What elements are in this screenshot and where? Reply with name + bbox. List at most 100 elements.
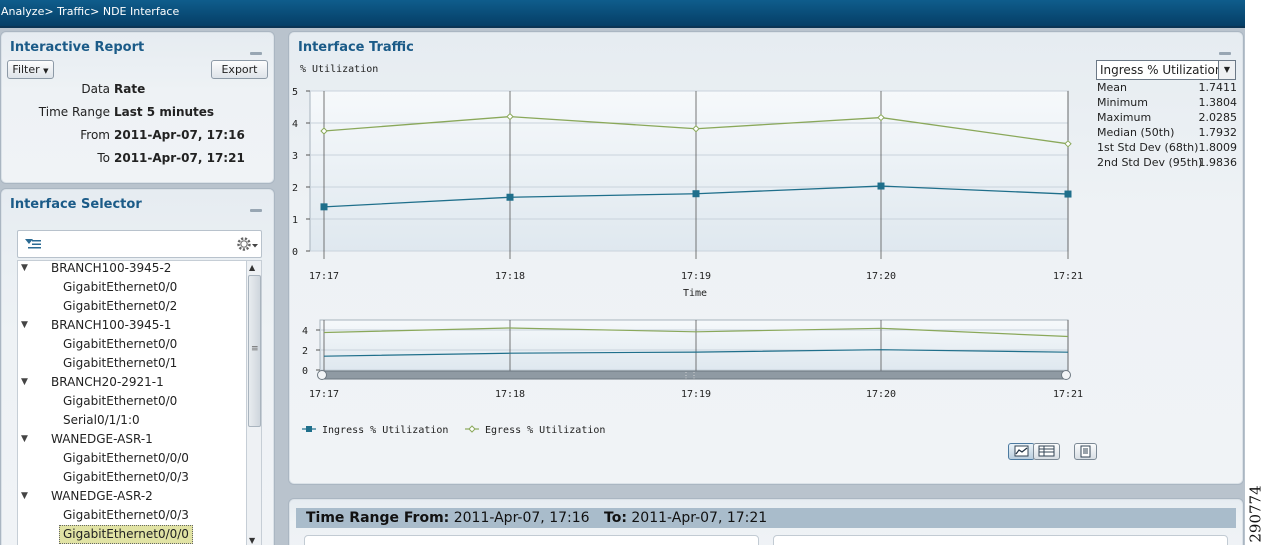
stat-label: Median (50th)	[1097, 126, 1175, 139]
stats-series-select[interactable]: Ingress % Utilization ▼	[1096, 60, 1236, 80]
traffic-title: Interface Traffic	[298, 40, 414, 55]
report-value: 2011-Apr-07, 17:21	[114, 151, 245, 165]
tree-node-label: GigabitEthernet0/0/3	[63, 508, 189, 522]
top-bar: Analyze> Traffic> NDE Interface	[0, 0, 1245, 28]
tree-interface-node[interactable]: GigabitEthernet0/0/3	[18, 468, 247, 487]
expand-arrow-icon[interactable]: ▼	[21, 320, 28, 330]
y-tick-label: 3	[292, 151, 298, 162]
tree-device-node[interactable]: ▼ WANEDGE-ASR-1	[18, 430, 247, 449]
tree-node-label: BRANCH100-3945-2	[51, 261, 172, 275]
tree-interface-node[interactable]: GigabitEthernet0/1	[18, 354, 247, 373]
gear-icon[interactable]	[235, 235, 259, 253]
tree-interface-node[interactable]: Serial0/1/1:0	[18, 411, 247, 430]
y-axis-label: % Utilization	[300, 64, 378, 75]
traffic-chart: % Utilization 0 1 2 3 4 5 17:17 17:18 17:19 17:2…	[292, 64, 1083, 436]
series-group	[320, 112, 1072, 211]
minimize-icon[interactable]	[250, 209, 262, 212]
chart-view-button[interactable]	[1008, 443, 1035, 460]
tree-device-node[interactable]: ▼ BRANCH100-3945-1	[18, 316, 247, 335]
time-range-from-label: Time Range From:	[306, 510, 450, 526]
report-value: Last 5 minutes	[114, 105, 215, 119]
data-point-square	[506, 193, 514, 201]
series-line	[323, 349, 1069, 357]
interface-tree: ▼ BRANCH100-3945-2 GigabitEthernet0/0 Gigab…	[17, 260, 248, 545]
tree-node-label: BRANCH100-3945-1	[51, 318, 172, 332]
x-tick-label: 17:17	[309, 271, 339, 282]
x-tick-label: 17:18	[495, 389, 525, 400]
tree-interface-node[interactable]: GigabitEthernet0/0	[18, 335, 247, 354]
stat-value: 1.9836	[1198, 156, 1238, 169]
expand-arrow-icon[interactable]: ▼	[21, 491, 28, 501]
stat-row: Median (50th) 1.7932	[1097, 125, 1237, 140]
expand-arrow-icon[interactable]: ▼	[21, 434, 28, 444]
tree-interface-node[interactable]: GigabitEthernet0/0/0	[18, 525, 247, 544]
tree-node-label: GigabitEthernet0/0	[63, 337, 178, 351]
overview-y-tick-labels: 0 2 4	[302, 326, 308, 377]
scroll-down-icon[interactable]: ▼	[249, 536, 256, 545]
x-tick-label: 17:18	[495, 271, 525, 282]
scroll-up-icon[interactable]: ▲	[249, 263, 256, 272]
plot-area	[309, 90, 1069, 252]
y-tick-label: 0	[292, 247, 298, 258]
tree-interface-node[interactable]: GigabitEthernet0/0/0	[18, 449, 247, 468]
export-report-button[interactable]	[1074, 443, 1097, 460]
tree-device-node[interactable]: ▼ BRANCH100-3945-2	[18, 261, 247, 278]
stat-label: Minimum	[1097, 96, 1148, 109]
tree-interface-node[interactable]: GigabitEthernet0/0	[18, 278, 247, 297]
scroll-thumb[interactable]: ≡	[248, 275, 261, 427]
x-tick-label: 17:21	[1053, 271, 1083, 282]
grid-lines	[306, 90, 1069, 259]
stat-label: Maximum	[1097, 111, 1152, 124]
data-point-diamond	[1064, 140, 1072, 148]
breadcrumb-traffic[interactable]: Traffic	[57, 5, 91, 18]
minimize-icon[interactable]	[1219, 52, 1231, 55]
table-icon	[1038, 445, 1055, 457]
tree-interface-node[interactable]: GigabitEthernet0/0	[18, 392, 247, 411]
breadcrumb-separator: >	[44, 5, 54, 18]
x-tick-label: 17:21	[1053, 389, 1083, 400]
y-tick-label: 1	[292, 215, 298, 226]
legend: Ingress % Utilization Egress % Utilizati…	[302, 425, 605, 436]
stat-row: 2nd Std Dev (95th) 1.9836	[1097, 155, 1237, 170]
chevron-down-icon[interactable]: ▼	[1218, 61, 1235, 79]
tree-device-node[interactable]: ▼ BRANCH20-2921-1	[18, 373, 247, 392]
breadcrumb-analyze[interactable]: Analyze	[1, 5, 45, 18]
table-view-button[interactable]	[1033, 443, 1060, 460]
stats-table: Mean 1.7411 Minimum 1.3804 Maximum 2.0285 Medi…	[1097, 80, 1237, 170]
colon: :	[621, 510, 627, 526]
minimize-icon[interactable]	[250, 52, 262, 55]
report-key: Time Range	[38, 105, 110, 119]
report-title: Interactive Report	[10, 40, 145, 55]
figure-number: 290774	[1247, 483, 1266, 543]
filter-list-icon[interactable]	[24, 237, 42, 251]
stat-row: Mean 1.7411	[1097, 80, 1237, 95]
expand-arrow-icon[interactable]: ▼	[21, 263, 28, 273]
interface-traffic-panel: Interface Traffic % Utilization 0 1 2 3 4 5 1…	[288, 31, 1244, 485]
report-key: To	[97, 151, 110, 165]
document-icon	[1080, 445, 1091, 458]
data-point-square	[1064, 190, 1072, 198]
legend-square-marker	[306, 426, 312, 432]
time-range-to-value: 2011-Apr-07, 17:21	[631, 510, 768, 526]
time-range-to-label: To	[604, 510, 622, 526]
report-value: 2011-Apr-07, 17:16	[114, 128, 245, 142]
filter-button[interactable]: Filter ▼	[7, 60, 54, 79]
range-slider-left-handle[interactable]	[317, 370, 327, 380]
overview-plot-area	[319, 319, 1069, 371]
breadcrumb-nde-interface: NDE Interface	[102, 5, 180, 18]
tree-interface-node[interactable]: GigabitEthernet0/0/3	[18, 506, 247, 525]
tree-device-node[interactable]: ▼ WANEDGE-ASR-2	[18, 487, 247, 506]
tree-node-label: GigabitEthernet0/0/0	[59, 525, 193, 544]
tree-interface-node[interactable]: GigabitEthernet0/2	[18, 297, 247, 316]
tree-scrollbar[interactable]: ▲ ≡ ▼	[246, 260, 262, 545]
line-chart-icon	[1014, 445, 1029, 457]
breadcrumb-separator: >	[90, 5, 100, 18]
overview-series-group	[323, 327, 1069, 357]
chevron-down-icon: ▼	[43, 67, 49, 75]
filter-label: Filter	[12, 63, 40, 76]
tree-node-label: WANEDGE-ASR-1	[51, 432, 153, 446]
range-slider-right-handle[interactable]	[1061, 370, 1071, 380]
export-button[interactable]: Export	[211, 60, 268, 79]
report-value: Rate	[114, 82, 146, 96]
expand-arrow-icon[interactable]: ▼	[21, 377, 28, 387]
